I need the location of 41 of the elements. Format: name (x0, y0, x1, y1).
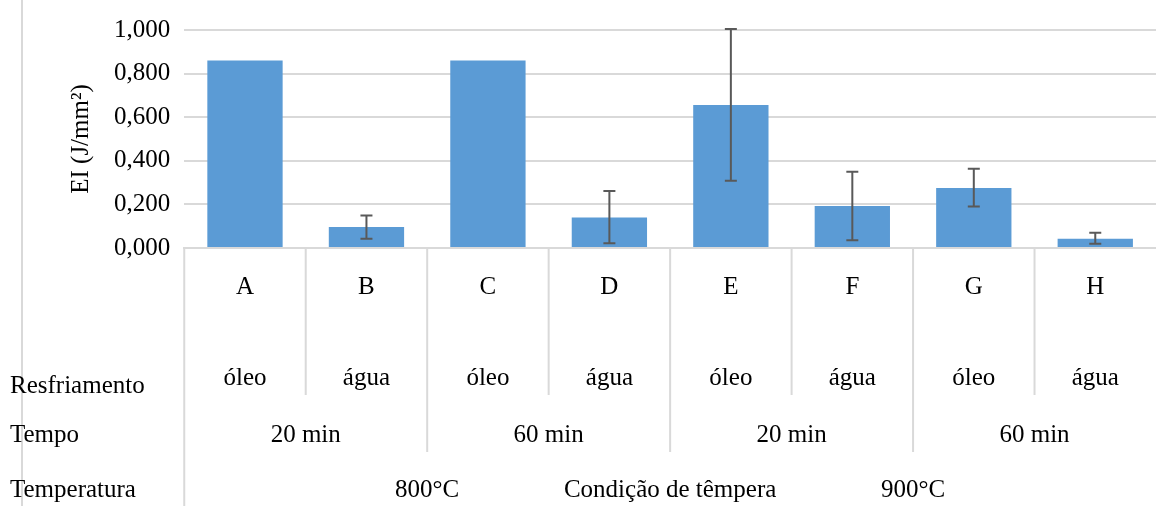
text: óleo (223, 362, 267, 390)
bar (936, 188, 1012, 247)
text: 20 min (270, 419, 342, 447)
y-tick-label: 0,200 (114, 188, 171, 216)
text: 60 min (999, 419, 1071, 447)
text: água (585, 362, 633, 390)
text: óleo (952, 362, 996, 390)
x-tick-label: E (723, 271, 739, 299)
text: água (1071, 362, 1119, 390)
text: Condição de têmpera (563, 474, 777, 502)
y-tick-label: 0,800 (114, 58, 171, 86)
x-tick-label: F (845, 271, 860, 299)
y-tick-label: 0,400 (114, 145, 171, 173)
text: 800°C (395, 474, 460, 502)
bar (328, 227, 405, 247)
text: 900°C (880, 474, 946, 502)
x-tick-label: H (1086, 271, 1105, 299)
text: óleo (709, 362, 753, 390)
text: 60 min (513, 419, 585, 447)
text: água (828, 362, 876, 390)
bar (814, 205, 890, 247)
x-tick-label: B (358, 271, 375, 299)
text: óleo (466, 362, 510, 390)
text: Tempo (10, 419, 80, 447)
x-tick-label: A (235, 271, 255, 299)
y-tick-label: 1,000 (114, 14, 171, 42)
bar (450, 60, 526, 247)
x-tick-label: D (600, 271, 619, 299)
y-axis-title: EI (J/mm²) (65, 84, 94, 194)
text: 20 min (756, 419, 828, 447)
bar (207, 60, 283, 247)
x-tick-label: G (964, 271, 983, 299)
text: Resfriamento (10, 370, 145, 398)
x-tick-label: C (479, 271, 497, 299)
text: água (342, 362, 391, 390)
text: Temperatura (10, 474, 136, 502)
bar (693, 104, 769, 247)
bar (571, 217, 648, 247)
y-tick-label: 0,000 (114, 232, 171, 260)
bar (1057, 238, 1133, 247)
y-tick-label: 0,600 (114, 101, 171, 129)
